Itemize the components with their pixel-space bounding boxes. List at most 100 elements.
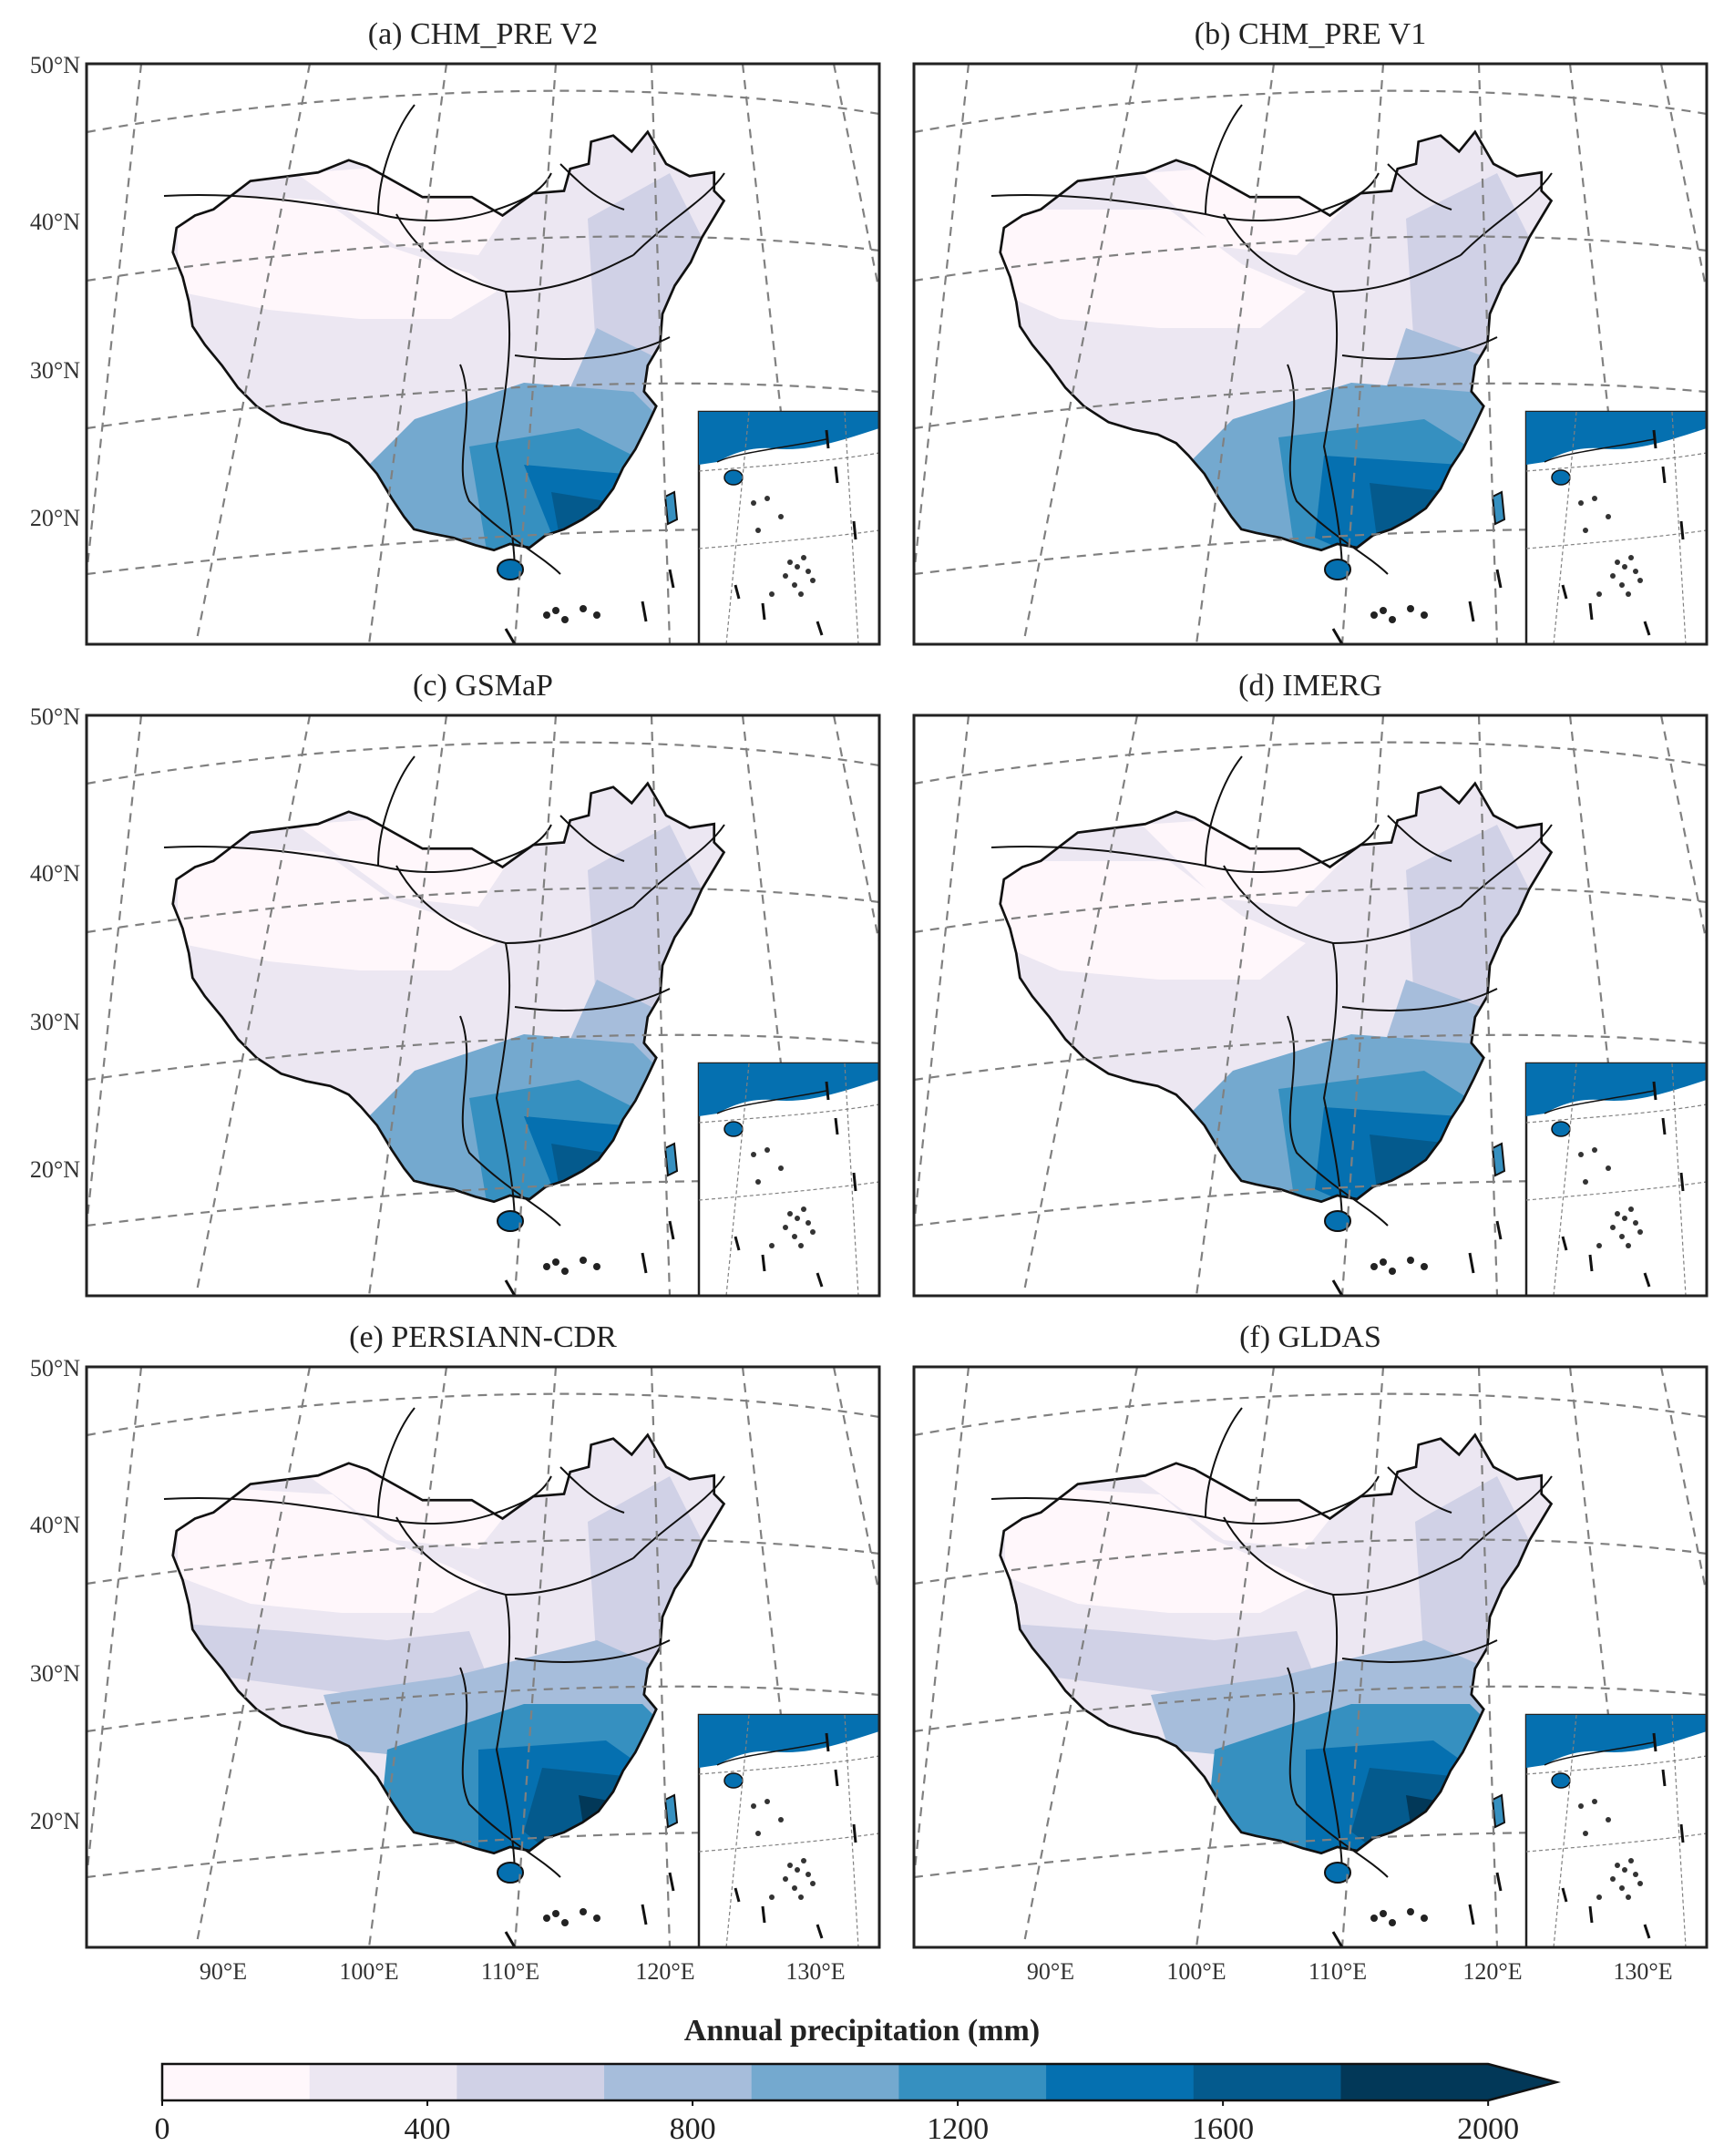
precipitation-zone [178, 191, 497, 319]
map-island [543, 1915, 550, 1922]
map-island [552, 1258, 559, 1266]
region-boundary [1287, 1015, 1389, 1227]
inset-gridline [1671, 411, 1687, 644]
taiwan [663, 1142, 679, 1177]
latitude-label: 50°N [30, 703, 80, 730]
longitude-gridline [1021, 64, 1139, 644]
colorbar-bin [1046, 2064, 1195, 2100]
inset-island [769, 1243, 775, 1248]
longitude-gridline [87, 64, 143, 575]
inset-gridline [1525, 529, 1707, 549]
region-boundary [632, 172, 725, 256]
inset-gridline [844, 1063, 859, 1296]
colorbar-bin [1193, 2064, 1341, 2100]
region-boundary [559, 815, 625, 862]
map-dash [504, 628, 517, 644]
colorbar-extend-arrow [1340, 2064, 1557, 2100]
inset-dash [1561, 1236, 1568, 1251]
latitude-label: 40°N [30, 209, 80, 235]
longitude-label: 120°E [635, 1958, 694, 1985]
inset-island [1626, 1894, 1631, 1900]
inset-gridline [1525, 1104, 1707, 1124]
taiwan [1491, 1793, 1506, 1829]
inset-coast [699, 1715, 879, 1768]
map-dash [1331, 628, 1344, 644]
longitude-gridline [1477, 1367, 1499, 1947]
colorbar-ticks: 0 400 800 1200 1600 2000 [155, 2100, 1519, 2146]
map-island [552, 607, 559, 614]
map-island [1370, 611, 1378, 619]
inset-dash [1652, 429, 1657, 449]
latitude-gridline [87, 89, 879, 134]
latitude-gridline [914, 887, 1707, 934]
colorbar-bin [604, 2064, 753, 2100]
inset-dash [1661, 466, 1667, 484]
inset-island [1637, 1881, 1643, 1886]
region-boundary [559, 163, 625, 210]
region-boundary [1205, 755, 1243, 867]
inset-island [1583, 528, 1588, 533]
inset-dash [1588, 1905, 1594, 1924]
latitude-label: 30°N [30, 357, 80, 384]
map-area [87, 1367, 879, 1947]
inset-island [1628, 1206, 1634, 1212]
inset-dash [1588, 1254, 1594, 1272]
precipitation-zone [1000, 861, 1306, 980]
inset-island [801, 555, 806, 560]
region-boundary [990, 824, 1380, 873]
inset-island [798, 1894, 804, 1900]
map-island [593, 611, 600, 619]
inset-dash [1643, 621, 1651, 636]
inset-hainan [723, 469, 744, 486]
latitude-gridline [87, 1392, 879, 1437]
longitude-gridline [1477, 715, 1499, 1296]
inset-dash [1643, 1924, 1651, 1939]
latitude-gridline [914, 1538, 1707, 1586]
colorbar-tick-label: 0 [155, 2112, 170, 2146]
hainan [1324, 1210, 1351, 1232]
inset-island [1619, 582, 1625, 588]
inset-dash [1561, 1887, 1568, 1903]
map-island [561, 1919, 569, 1926]
colorbar-bin [457, 2064, 605, 2100]
map-panel-e: (e) PERSIANN-CDR [85, 1320, 881, 1949]
longitude-gridline [650, 715, 672, 1296]
inset-island [1615, 1211, 1620, 1217]
longitude-gridline [1659, 1367, 1707, 1600]
inset-island [810, 1881, 816, 1886]
inset-island [778, 1817, 784, 1822]
inset-dash [852, 520, 857, 540]
inset-island [769, 591, 775, 597]
inset-island [1637, 1229, 1643, 1235]
map-area [914, 1367, 1707, 1947]
inset-dash [1679, 1823, 1685, 1843]
inset-island [1583, 1831, 1588, 1836]
inset-island [1615, 1863, 1620, 1868]
hainan [1324, 559, 1351, 580]
inset-island [1583, 1179, 1588, 1185]
hainan [497, 1210, 524, 1232]
region-boundary [990, 1475, 1380, 1525]
inset-coastline [716, 438, 827, 463]
inset-coast [1526, 412, 1707, 465]
longitude-gridline [87, 715, 143, 1227]
longitude-label: 90°E [1027, 1958, 1074, 1985]
inset-island [801, 1858, 806, 1863]
inset-hainan [723, 1121, 744, 1137]
region-boundary [1460, 824, 1553, 908]
region-boundary [1287, 1667, 1389, 1878]
inset-gridline [725, 411, 750, 644]
inset-island [806, 1220, 811, 1226]
inset-gridline [1525, 1755, 1707, 1775]
longitude-gridline [914, 715, 970, 1227]
map-island [543, 611, 550, 619]
map-island [1407, 1257, 1414, 1264]
longitude-gridline [194, 715, 312, 1296]
inset-island [1633, 569, 1638, 574]
inset-hainan [723, 1772, 744, 1789]
map-island [561, 1268, 569, 1275]
inset-dash [825, 1081, 830, 1101]
inset-gridline [698, 452, 879, 472]
inset-island [792, 1234, 797, 1239]
